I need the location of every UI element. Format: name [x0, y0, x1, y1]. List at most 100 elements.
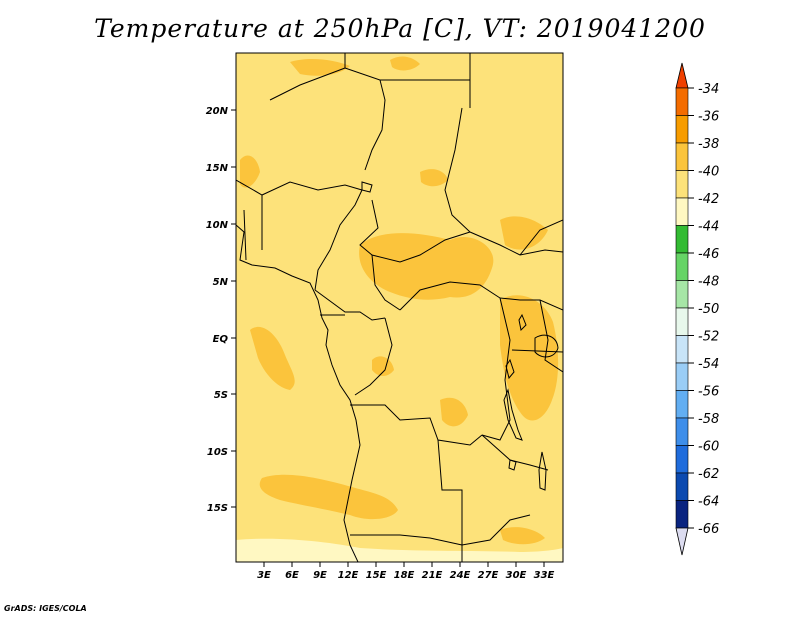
cool-patch-south-strip	[236, 538, 563, 562]
warm-patch-east	[500, 216, 548, 250]
colorbar-label: -64	[698, 495, 719, 510]
latitude-labels: 20N 15N 10N 5N EQ 5S 10S 15S	[206, 106, 229, 514]
colorbar-label: -62	[698, 467, 719, 482]
border-ghana	[243, 209, 247, 261]
colorbar-label: -58	[698, 412, 719, 427]
coastline-west-africa	[236, 224, 361, 562]
colorbar-bottom-arrow	[675, 527, 689, 556]
border-uganda-tanzania	[511, 349, 563, 353]
cool-patches	[236, 538, 563, 562]
lat-label-10n: 10N	[206, 220, 229, 231]
lat-label-15n: 15N	[206, 163, 229, 174]
warm-patch-bottom-east	[500, 527, 545, 545]
colorbar-label: -46	[698, 247, 719, 262]
longitude-labels: 3E 6E 9E 12E 15E 18E 21E 24E 27E 30E 33E	[257, 570, 554, 581]
colorbar-swatch	[675, 87, 689, 116]
border-gabon-congo	[314, 289, 386, 321]
colorbar-swatch	[675, 280, 689, 309]
border-cameroon-car	[371, 254, 401, 311]
colorbar: -34 -36 -38 -40 -42 -44 -46 -48 -50 -52 …	[675, 62, 719, 556]
border-ethiopia	[519, 219, 563, 256]
warm-patch-south	[259, 474, 398, 520]
border-chad-sudan	[444, 107, 471, 233]
colorbar-swatch	[675, 225, 689, 254]
lat-label-20n: 20N	[206, 106, 229, 117]
lon-label-24e: 24E	[450, 570, 471, 581]
map-title: Temperature at 250hPa [C], VT: 201904120…	[94, 14, 706, 43]
border-southsudan-uganda	[499, 297, 563, 311]
colorbar-label: -50	[698, 302, 719, 317]
lake-victoria	[534, 334, 559, 358]
border-nigeria-cameroon	[314, 189, 363, 291]
colorbar-label: -66	[698, 522, 719, 537]
colorbar-label: -38	[698, 137, 719, 152]
colorbar-swatch	[675, 142, 689, 171]
lake-tanganyika	[503, 388, 523, 441]
lake-albert	[518, 313, 527, 332]
lon-label-9e: 9E	[313, 570, 327, 581]
colorbar-swatch	[675, 500, 689, 529]
colorbar-label: -56	[698, 385, 719, 400]
colorbar-swatch	[675, 445, 689, 474]
latitude-axis	[231, 109, 236, 508]
colorbar-swatch	[675, 197, 689, 226]
lon-label-30e: 30E	[506, 570, 527, 581]
grads-credit: GrADS: IGES/COLA	[4, 604, 87, 613]
lon-label-12e: 12E	[338, 570, 359, 581]
colorbar-swatch	[675, 335, 689, 364]
colorbar-swatch	[675, 417, 689, 446]
lon-label-27e: 27E	[478, 570, 499, 581]
lon-label-15e: 15E	[366, 570, 387, 581]
border-car-drc	[399, 281, 501, 311]
warm-patch-east-lakes	[500, 295, 559, 421]
warm-patch-north-center	[420, 169, 448, 187]
border-angola-zambia	[437, 439, 463, 545]
lake-kivu	[505, 358, 515, 380]
colorbar-ticks	[688, 87, 694, 529]
map-plot-area	[236, 53, 563, 562]
lat-label-10s: 10S	[207, 447, 228, 458]
lon-label-21e: 21E	[422, 570, 443, 581]
colorbar-label: -40	[698, 165, 719, 180]
lon-label-6e: 6E	[285, 570, 299, 581]
colorbar-label: -36	[698, 110, 719, 125]
warm-patch-west	[250, 326, 295, 390]
country-boundaries	[236, 53, 563, 562]
lakes	[361, 181, 559, 491]
colorbar-label: -48	[698, 275, 719, 290]
map-frame	[235, 52, 564, 563]
warm-patches	[240, 56, 559, 545]
lon-label-33e: 33E	[534, 570, 555, 581]
warm-patch-north-east	[390, 56, 420, 71]
colorbar-label: -42	[698, 192, 719, 207]
lake-malawi	[538, 451, 547, 491]
colorbar-top-arrow	[675, 62, 689, 89]
colorbar-label: -44	[698, 220, 719, 235]
lat-label-5s: 5S	[214, 390, 228, 401]
border-drc-east	[481, 297, 511, 441]
colorbar-swatch	[675, 472, 689, 501]
colorbar-label: -34	[698, 82, 719, 97]
warm-patch-center-south	[440, 397, 468, 427]
colorbar-label: -54	[698, 357, 719, 372]
border-niger-chad	[269, 67, 346, 101]
lake-chad	[361, 181, 373, 193]
colorbar-labels: -34 -36 -38 -40 -42 -44 -46 -48 -50 -52 …	[698, 82, 719, 537]
lake-mweru	[508, 459, 517, 471]
lat-label-eq: EQ	[213, 334, 229, 345]
border-zambia-south	[461, 514, 531, 546]
border-kenya	[539, 299, 563, 373]
longitude-axis	[263, 562, 545, 567]
lat-label-15s: 15S	[207, 503, 228, 514]
border-chad-car	[359, 199, 471, 263]
colorbar-swatch	[675, 170, 689, 199]
border-drc-angola	[350, 404, 483, 446]
lat-label-5n: 5N	[213, 277, 229, 288]
colorbar-swatch	[675, 390, 689, 419]
border-niger-nigeria	[236, 179, 363, 196]
colorbar-swatch	[675, 115, 689, 144]
colorbar-label: -60	[698, 440, 719, 455]
colorbar-swatch	[675, 362, 689, 391]
colorbar-swatch	[675, 252, 689, 281]
colorbar-label: -52	[698, 330, 719, 345]
